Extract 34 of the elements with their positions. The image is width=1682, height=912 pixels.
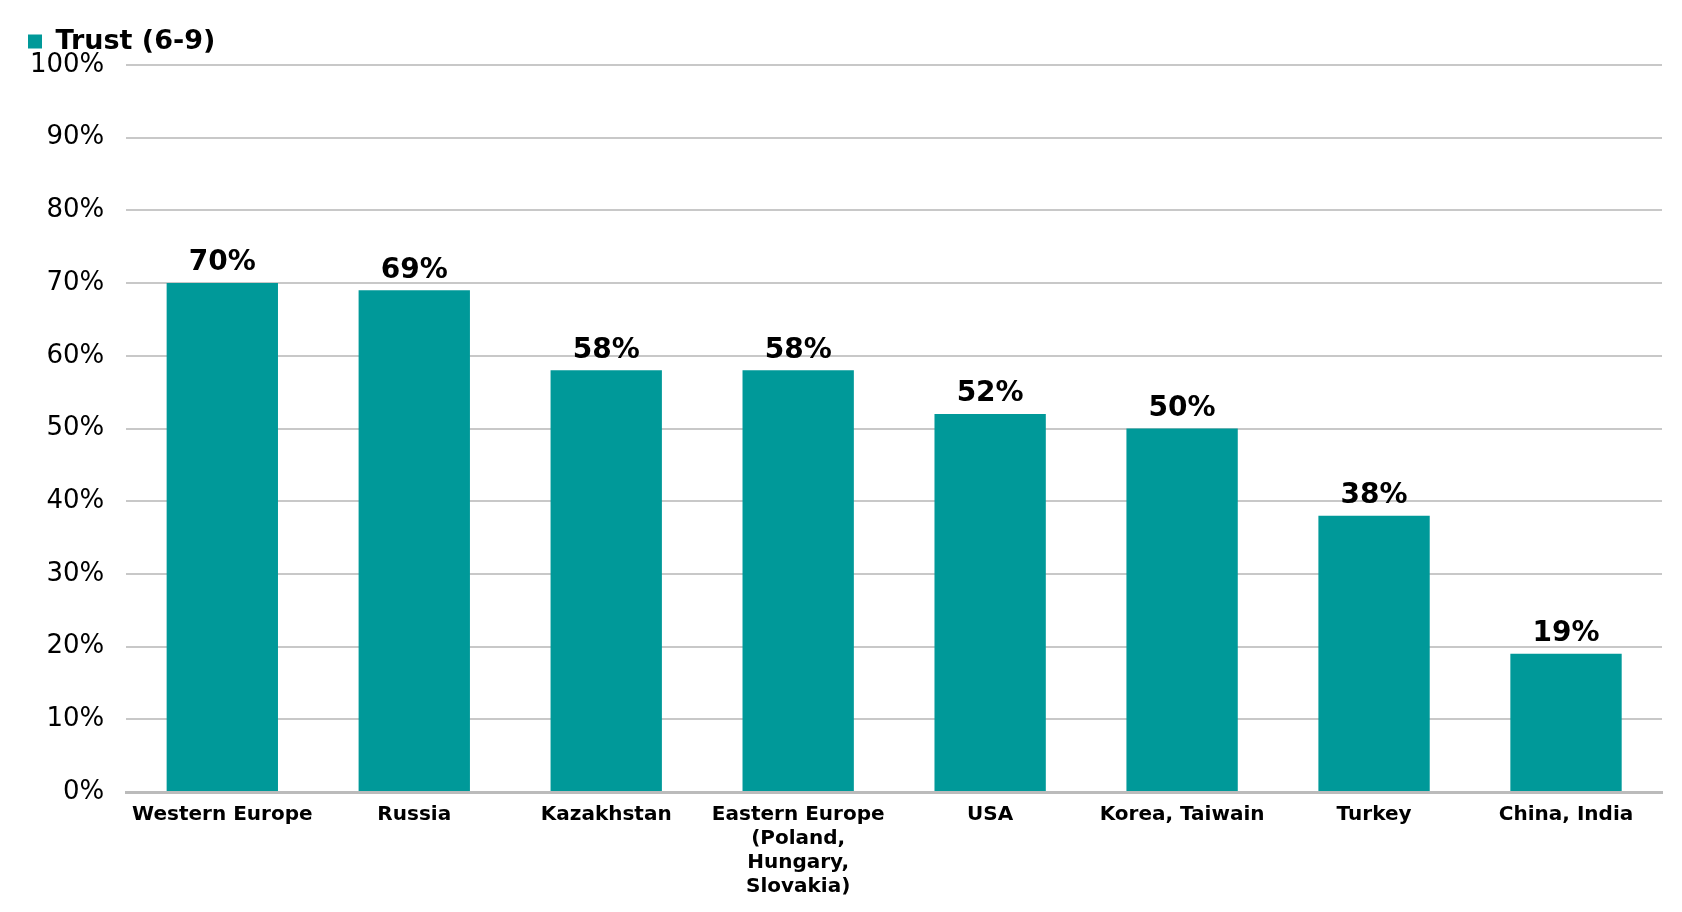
data-label: 50%	[1148, 389, 1216, 423]
x-tick-label: Eastern Europe (Poland, Hungary, Slovakia)	[711, 801, 885, 898]
data-label: 58%	[764, 331, 832, 365]
bar	[934, 413, 1046, 791]
data-label: 70%	[188, 244, 256, 278]
bar	[1318, 515, 1430, 791]
y-tick-label: 70%	[46, 265, 105, 296]
y-tick-label: 0%	[63, 774, 105, 805]
data-label: 38%	[1340, 477, 1408, 511]
bar	[166, 283, 278, 791]
y-tick-label: 60%	[46, 338, 105, 369]
y-tick-label: 50%	[46, 411, 105, 442]
y-tick-label: 10%	[46, 702, 105, 733]
y-tick-label: 20%	[46, 629, 105, 660]
y-tick-label: 90%	[46, 120, 105, 151]
x-tick-label: Kazakhstan	[540, 801, 672, 826]
bar	[1126, 428, 1238, 791]
x-tick-label: Western Europe	[132, 801, 313, 826]
y-tick-label: 30%	[46, 556, 105, 587]
data-label: 52%	[956, 375, 1024, 409]
y-tick-label: 80%	[46, 193, 105, 224]
bar	[358, 290, 470, 791]
x-tick-label: Korea, Taiwain	[1099, 801, 1265, 826]
data-label: 19%	[1532, 615, 1600, 649]
x-tick-label: China, India	[1498, 801, 1634, 826]
bar	[550, 370, 662, 791]
data-label: 58%	[572, 331, 640, 365]
data-label: 69%	[380, 251, 448, 285]
bar	[1510, 653, 1622, 791]
y-tick-label: 40%	[46, 483, 105, 514]
x-tick-label: Turkey	[1336, 801, 1412, 826]
x-tick-label: USA	[967, 801, 1014, 826]
x-tick-label: Russia	[377, 801, 452, 826]
bar	[742, 370, 854, 791]
